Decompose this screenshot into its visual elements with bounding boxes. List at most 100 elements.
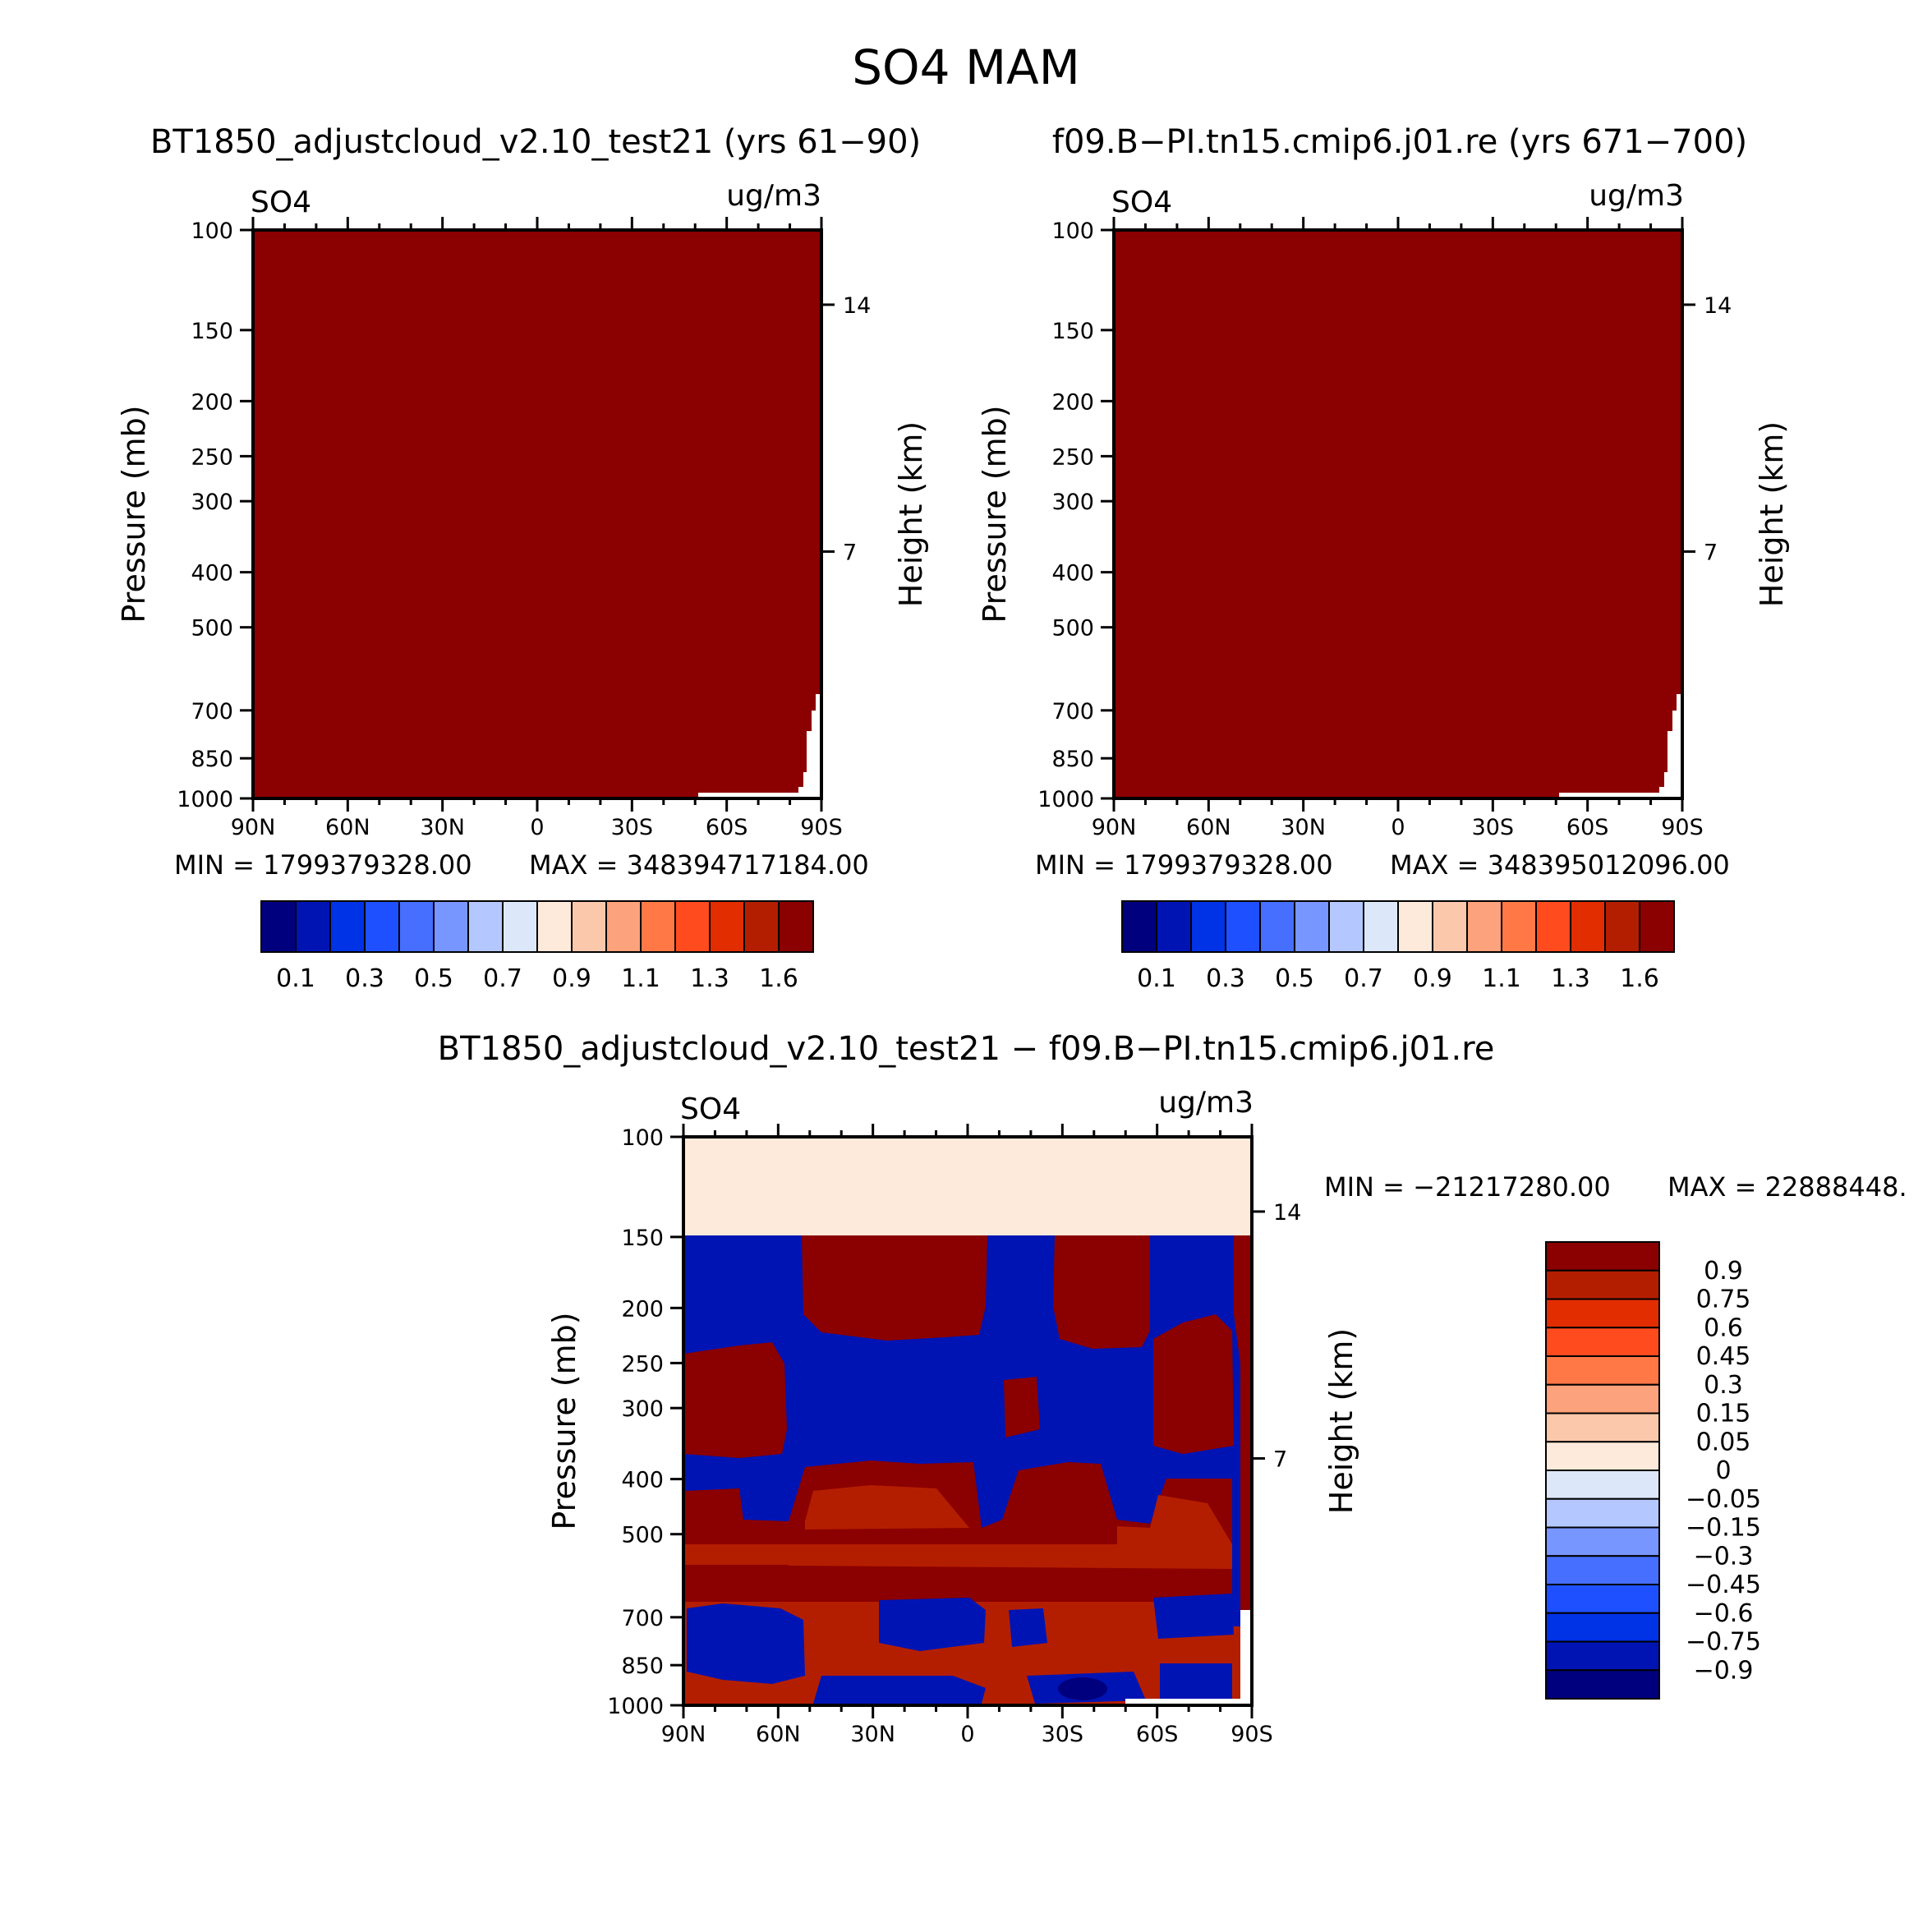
- right-ytick-label: 1000: [1037, 787, 1094, 812]
- panel-diff-field: [683, 1137, 1252, 1705]
- diff-core-30s: [1058, 1677, 1107, 1700]
- right-ytick-right-label: 14: [1704, 293, 1732, 319]
- left-xtick-label: 60N: [325, 815, 370, 840]
- left-colorbar-box: [467, 900, 504, 953]
- left-xtick-label: 30N: [420, 815, 465, 840]
- panel-right: f09.B−PI.tn15.cmip6.j01.re (yrs 671−700)…: [977, 123, 1790, 993]
- diff-colorbar-label: 0.05: [1696, 1428, 1751, 1456]
- left-colorbar-box: [709, 900, 745, 953]
- diff-blob-60s: [1153, 1314, 1234, 1454]
- left-ytick-label: 200: [191, 389, 233, 415]
- right-colorbar-box: [1535, 900, 1571, 953]
- diff-ytick-label: 250: [621, 1351, 664, 1377]
- right-colorbar-label: 1.6: [1620, 964, 1659, 993]
- panel-diff: BT1850_adjustcloud_v2.10_test21 − f09.B−…: [438, 1030, 1907, 1747]
- left-ytick-right-label: 7: [843, 540, 857, 565]
- left-xtick-label: 90S: [800, 815, 843, 840]
- right-colorbar-box: [1363, 900, 1399, 953]
- diff-ytick-label: 1000: [607, 1694, 664, 1719]
- right-colorbar-box: [1156, 900, 1192, 953]
- left-colorbar-box: [295, 900, 331, 953]
- diff-colorbar-label: −0.15: [1686, 1514, 1761, 1543]
- right-ytick-label: 500: [1051, 616, 1094, 642]
- diff-colorbar-box: [1545, 1612, 1660, 1643]
- diff-colorbar-box: [1545, 1298, 1660, 1329]
- diff-colorbar-box: [1545, 1526, 1660, 1557]
- panel-diff-title: BT1850_adjustcloud_v2.10_test21 − f09.B−…: [438, 1030, 1495, 1068]
- diff-ytick-label: 700: [621, 1606, 664, 1631]
- right-colorbar-label: 0.1: [1137, 964, 1176, 993]
- right-colorbar-label: 1.3: [1551, 964, 1590, 993]
- right-ytick-label: 200: [1051, 389, 1094, 415]
- right-xtick-label: 90S: [1661, 815, 1704, 840]
- panel-diff-ylabel: Pressure (mb): [546, 1312, 582, 1530]
- left-ytick-label: 100: [191, 218, 233, 244]
- left-colorbar-box: [364, 900, 400, 953]
- right-xtick-label: 30N: [1281, 815, 1326, 840]
- diff-colorbar-box: [1545, 1383, 1660, 1414]
- right-colorbar-box: [1432, 900, 1468, 953]
- right-xtick-label: 60S: [1566, 815, 1609, 840]
- left-colorbar-box: [640, 900, 676, 953]
- diff-xtick-label: 90N: [661, 1722, 706, 1747]
- diff-ytick-label: 400: [621, 1468, 664, 1493]
- left-ytick-label: 500: [191, 616, 233, 642]
- right-ytick-label: 850: [1051, 747, 1094, 772]
- left-colorbar-box: [571, 900, 607, 953]
- panel-right-min: MIN = 1799379328.00: [1035, 849, 1333, 881]
- diff-blob-upper-90s: [1234, 1235, 1252, 1610]
- left-colorbar-box: [743, 900, 780, 953]
- left-colorbar-box: [260, 900, 297, 953]
- right-colorbar-box: [1328, 900, 1364, 953]
- diff-xtick-label: 30N: [850, 1722, 895, 1747]
- left-ytick-label: 1000: [177, 787, 233, 812]
- right-colorbar-label: 0.5: [1275, 964, 1314, 993]
- diff-blob-near-sfc-75s: [1160, 1663, 1232, 1699]
- diff-colorbar-label: 0.75: [1696, 1286, 1751, 1314]
- left-xtick-label: 30S: [611, 815, 654, 840]
- right-colorbar-box: [1639, 900, 1675, 953]
- diff-ytick-label: 100: [621, 1125, 664, 1151]
- panel-left-title: BT1850_adjustcloud_v2.10_test21 (yrs 61−…: [150, 123, 921, 161]
- panel-diff-variable: SO4: [680, 1092, 741, 1126]
- right-colorbar-box: [1604, 900, 1640, 953]
- right-colorbar-label: 0.3: [1206, 964, 1245, 993]
- diff-colorbar-label: 0.15: [1696, 1400, 1751, 1428]
- left-colorbar-label: 0.5: [414, 964, 453, 993]
- diff-blob-lower-60s: [1153, 1594, 1234, 1639]
- diff-colorbar-box: [1545, 1355, 1660, 1386]
- panel-left-fill: [253, 230, 821, 798]
- panel-right-axes: 90N 60N 30N 0 30S 60S 90S 100 150 200 250 300 400 500…: [1037, 217, 1732, 840]
- right-colorbar-box: [1570, 900, 1606, 953]
- diff-colorbar-box: [1545, 1441, 1660, 1471]
- right-xtick-label: 0: [1391, 815, 1405, 840]
- left-ytick-label: 400: [191, 561, 233, 586]
- diff-colorbar-label: 0: [1715, 1456, 1731, 1485]
- left-colorbar-label: 0.7: [483, 964, 522, 993]
- diff-colorbar-box: [1545, 1555, 1660, 1585]
- left-colorbar-label: 0.9: [552, 964, 591, 993]
- panel-right-white-corner: [1559, 694, 1682, 798]
- diff-xtick-label: 30S: [1042, 1722, 1084, 1747]
- right-ytick-label: 300: [1051, 490, 1094, 515]
- left-colorbar-label: 0.3: [345, 964, 384, 993]
- diff-colorbar-box: [1545, 1669, 1660, 1700]
- diff-colorbar-label: 0.9: [1704, 1257, 1743, 1286]
- panel-right-colorbar: 0.1 0.3 0.5 0.7 0.9 1.1 1.3 1.6: [1121, 900, 1675, 993]
- figure-title: SO4 MAM: [852, 39, 1080, 95]
- panel-diff-min: MIN = −21217280.00: [1324, 1171, 1611, 1203]
- diff-colorbar-box: [1545, 1241, 1660, 1272]
- diff-blob-upper-30n: [802, 1235, 987, 1341]
- panel-left-field: [253, 230, 821, 798]
- panel-diff-ylabel-right: Height (km): [1323, 1328, 1359, 1514]
- diff-ytick-label: 850: [621, 1654, 664, 1679]
- panel-left-white-corner: [698, 694, 821, 798]
- diff-ytick-right-label: 7: [1273, 1447, 1287, 1472]
- panel-left-ylabel-right: Height (km): [893, 421, 929, 607]
- panel-right-variable: SO4: [1111, 186, 1172, 219]
- left-colorbar-box: [398, 900, 435, 953]
- diff-colorbar-label: −0.05: [1686, 1485, 1761, 1514]
- diff-colorbar-label: −0.3: [1694, 1542, 1754, 1571]
- right-xtick-label: 90N: [1092, 815, 1137, 840]
